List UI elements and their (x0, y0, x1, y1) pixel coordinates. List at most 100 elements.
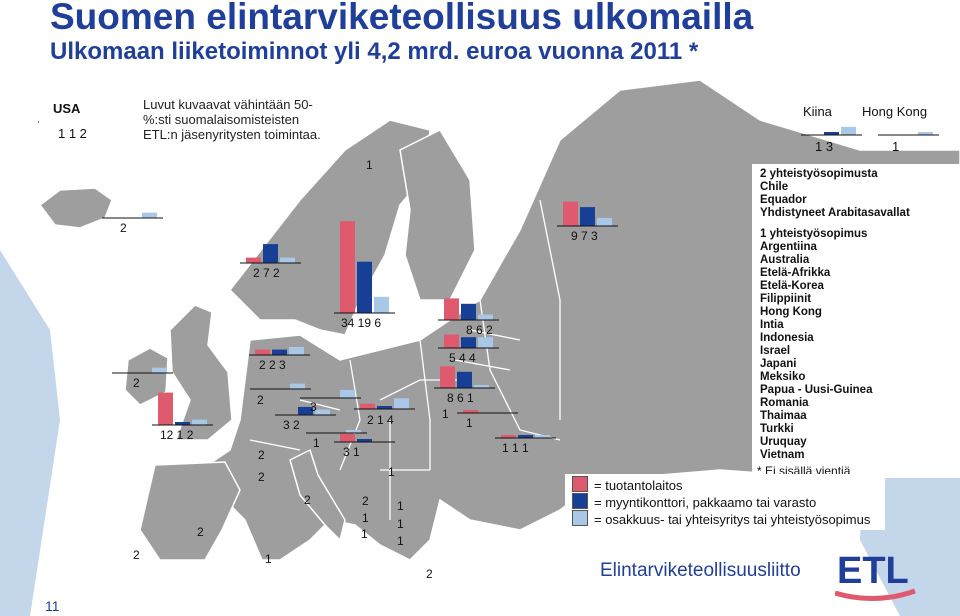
bar-poland-1 (298, 406, 313, 415)
bar-uk-0 (158, 392, 173, 425)
bar-sweden-0 (340, 221, 355, 313)
map-count-norway: 2 7 2 (253, 266, 280, 280)
map-count-lithuania2: 8 6 1 (447, 391, 474, 405)
bar-estonia-2 (478, 314, 493, 320)
bar-denmark-0 (255, 349, 270, 355)
map-count-ireland: 2 (133, 376, 140, 390)
agreement-country: Equador (760, 194, 807, 206)
map-count-hungary: 1 (388, 465, 395, 479)
usa-label: USA (53, 101, 81, 116)
key-sales: = myyntikonttori, pakkaamo tai varasto (572, 493, 816, 510)
bar-russia-0 (563, 201, 578, 226)
bar-kazakh-2 (535, 435, 550, 438)
partnership-swatch (572, 510, 588, 526)
map-count-moldova: 1 (397, 499, 404, 513)
map-count-spain: 2 (197, 525, 204, 539)
bar-norway-0 (246, 257, 261, 263)
bar-norway-2 (280, 257, 295, 263)
bar-lith2-2 (474, 385, 489, 388)
scandinavia-shape (229, 119, 431, 336)
map-count-serbia: 1 (362, 511, 369, 525)
kiina-counts: 1 3 (815, 139, 834, 154)
iberia-shape (139, 461, 241, 561)
agreement-country: Etelä-Afrikka (760, 267, 831, 279)
country-bars (38, 116, 943, 443)
bar-lithuania-1 (377, 406, 392, 409)
map-count-uk: 12 1 2 (160, 428, 194, 442)
bar-belarus-1 (357, 439, 372, 442)
agreement-country: Australia (760, 254, 810, 266)
bar-sweden-2 (374, 296, 389, 313)
page-subtitle: Ulkomaan liiketoiminnot yli 4,2 mrd. eur… (50, 38, 699, 65)
map-count-latvia: 5 4 4 (449, 351, 476, 365)
agreement-country: Meksiko (760, 371, 806, 383)
bar-netherlands-2 (290, 383, 305, 389)
page-title: Suomen elintarviketeollisuus ulkomailla (50, 0, 754, 37)
agreement-country: Hong Kong (760, 306, 822, 318)
bar-russia-1 (580, 207, 595, 226)
bar-latvia-1 (461, 337, 476, 348)
bar-germany-2 (340, 389, 355, 398)
agreement-country: Israel (760, 345, 791, 357)
map-count-turkey: 2 (426, 567, 433, 581)
map-count-belarus: 3 1 (343, 445, 360, 459)
hongkong-label: Hong Kong (862, 104, 928, 119)
map-count-sweden_top: 1 (366, 158, 373, 172)
atlantic-shade (0, 250, 60, 616)
map-count-italy: 1 (265, 552, 272, 566)
right-panel (752, 164, 960, 478)
key-production-label: = tuotantolaitos (594, 478, 683, 493)
agreement-country: Intia (760, 319, 784, 331)
agreement-country: Etelä-Korea (760, 280, 824, 292)
bar-uk-1 (175, 422, 190, 425)
group1-title: 1 yhteistyösopimus (760, 228, 868, 240)
agreement-country: Argentiina (760, 241, 817, 253)
map-count-estonia: 8 6 2 (466, 323, 493, 337)
map-count-lithuania: 2 1 4 (367, 413, 394, 427)
bar-kaliningrad-0 (463, 410, 478, 413)
org-name: Elintarviketeollisuusliitto (600, 560, 801, 581)
bar-lithuania-0 (360, 403, 375, 409)
bar-estonia-1 (461, 303, 476, 320)
map-count-switzerland: 2 (304, 493, 311, 507)
map-count-portugal: 2 (133, 548, 140, 562)
page-number: 11 (45, 598, 60, 614)
key-partnership-label: = osakkuus- tai yhteisyritys tai yhteist… (594, 512, 871, 527)
usa-panel (39, 99, 105, 147)
map-count-denmark: 2 2 3 (259, 358, 286, 372)
key-production: = tuotantolaitos (572, 476, 683, 493)
map-count-greece: 1 (397, 534, 404, 548)
bar-lith2-0 (440, 366, 455, 388)
iceland-shape (38, 187, 113, 229)
bar-russia-2 (597, 217, 612, 226)
bar-denmark-2 (289, 346, 304, 355)
bar-kazakh-1 (518, 435, 533, 438)
bar-hongkong-2 (918, 132, 933, 135)
map-count-kaliningrad: 1 (466, 416, 473, 430)
key-partnership: = osakkuus- tai yhteisyritys tai yhteist… (572, 510, 870, 527)
bar-estonia-0 (444, 298, 459, 320)
map-count-kazakh: 1 1 1 (502, 441, 529, 455)
ireland-shape (124, 347, 169, 406)
sales-swatch (572, 493, 588, 509)
map-count-czech: 1 (313, 436, 320, 450)
bar-norway-1 (263, 244, 278, 263)
bar-latvia-0 (444, 334, 459, 348)
agreement-list: 2 yhteistyösopimusta Chile Equador Yhdisty… (760, 168, 910, 462)
map-count-romania: 2 (362, 494, 369, 508)
map-count-netherlands: 2 (257, 393, 264, 407)
bar-lith2-1 (457, 371, 472, 388)
map-count-bulgaria: 1 (397, 517, 404, 531)
agreement-country: Romania (760, 397, 809, 409)
bar-poland-2 (315, 409, 330, 415)
bar-kiina-1 (824, 132, 839, 135)
map-count-iceland: 2 (120, 221, 127, 235)
map-count-belgium: 2 (258, 448, 265, 462)
agreement-country: Uruquay (760, 436, 807, 448)
agreement-country: Japani (760, 358, 797, 370)
bar-uk-2 (192, 419, 207, 425)
map-count-germany: 3 (310, 400, 317, 414)
finland-shape (399, 129, 476, 301)
uk-shape (169, 304, 233, 441)
group2-list: Chile Equador Yhdistyneet Arabitasavallat (760, 181, 910, 220)
